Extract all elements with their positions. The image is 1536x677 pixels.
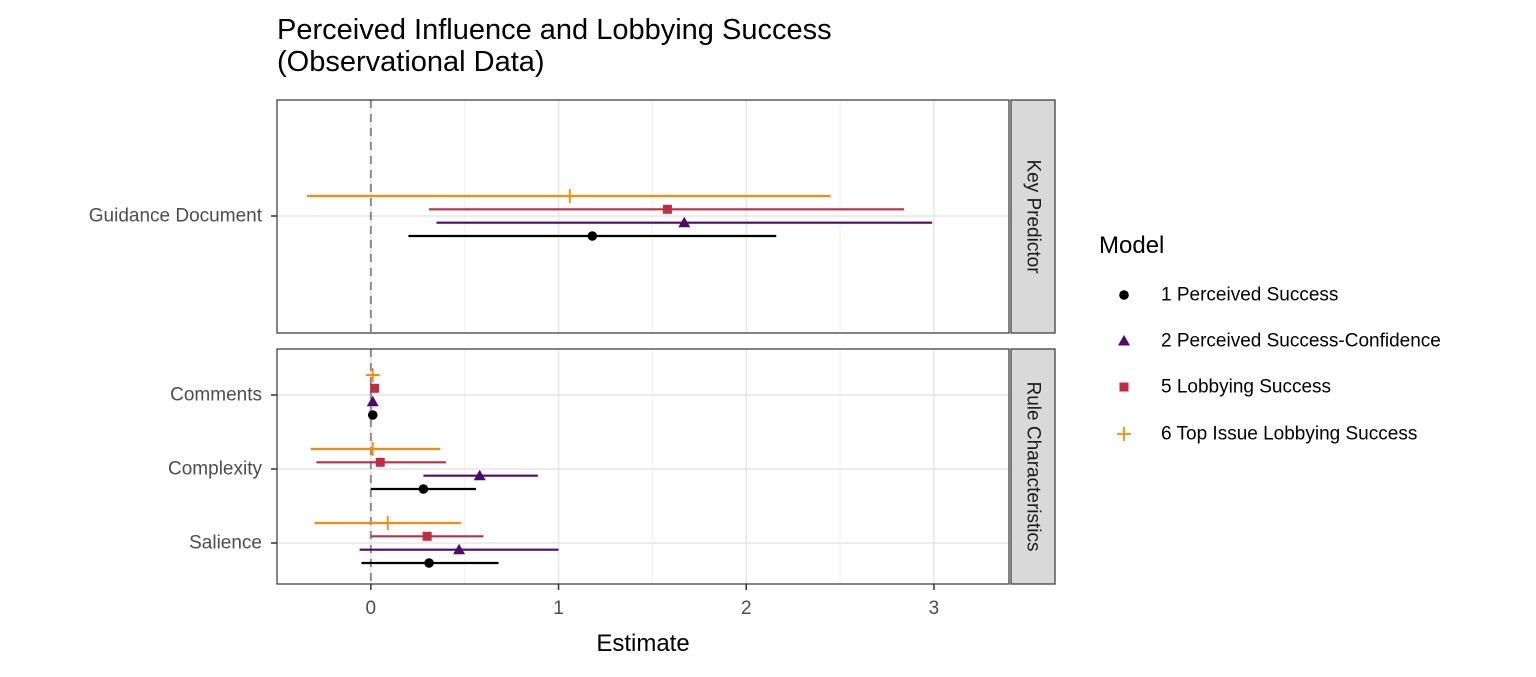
point-estimate [562,189,577,203]
legend: Model 1 Perceived Success 2 Perceived Succ… [1099,232,1441,445]
y-tick-label: Complexity [168,459,262,480]
strip-label: Key Predictor [1023,159,1044,274]
panel-border [276,348,1010,585]
x-tick-label: 0 [366,598,377,619]
point-estimate [678,216,691,228]
point-estimate [473,469,486,481]
legend-key-square [1119,382,1129,392]
point-estimate [367,410,378,420]
legend-key-triangle [1118,335,1130,346]
chart-title-line: Perceived Influence and Lobbying Success [277,14,832,46]
point-estimate [587,231,598,241]
legend-label: 2 Perceived Success-Confidence [1161,331,1441,352]
point-estimate [424,558,434,568]
facet-strip: Rule Characteristics [1010,348,1056,585]
legend-label: 5 Lobbying Success [1161,377,1331,398]
strip-label: Rule Characteristics [1023,382,1044,552]
point-estimate [422,531,432,541]
y-tick-label: Guidance Document [89,206,263,227]
point-estimate [365,368,380,382]
point-estimate [370,383,380,393]
facet-panel-1: Key Predictor Guidance Document [89,99,1056,334]
panel-background [277,349,1009,584]
x-tick-label: 2 [741,598,752,619]
facet-panel-2: Rule Characteristics Comments Complexity Sa… [168,348,1056,585]
legend-key-plus [1117,427,1131,441]
chart-title-line: (Observational Data) [277,46,545,78]
x-tick-label: 3 [929,598,940,619]
strip-background [1010,348,1056,585]
legend-key-circle [1119,290,1129,300]
point-estimate [453,543,466,555]
strip-background [1010,99,1056,334]
point-estimate [662,204,672,214]
point-estimate [418,484,429,494]
point-estimate [375,457,385,467]
legend-title: Model [1099,232,1164,259]
legend-label: 6 Top Issue Lobbying Success [1161,424,1417,445]
y-tick-label: Salience [189,533,262,554]
point-estimate [380,516,395,530]
point-estimate [365,442,380,456]
facet-strip: Key Predictor [1010,99,1056,334]
y-tick-label: Comments [170,385,262,406]
x-axis-title: Estimate [596,630,689,657]
x-tick-label: 1 [553,598,564,619]
legend-label: 1 Perceived Success [1161,285,1338,306]
point-estimate [366,395,379,407]
